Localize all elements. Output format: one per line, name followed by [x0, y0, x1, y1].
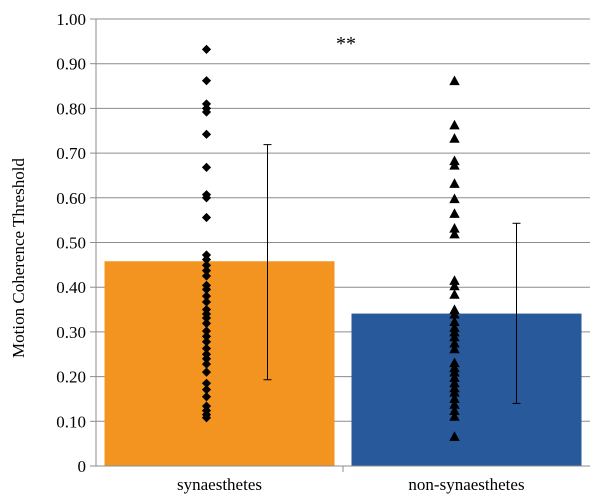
diamond-point	[201, 343, 212, 354]
diamond-point	[201, 297, 212, 307]
diamond-point	[201, 266, 212, 276]
axes	[90, 18, 590, 472]
triangle-point	[449, 387, 460, 397]
triangle-point	[449, 316, 460, 327]
triangle-point	[449, 399, 460, 409]
y-tick-label: 0.40	[56, 278, 86, 297]
diamond-point	[201, 359, 212, 369]
x-category-label: non-synaesthetes	[408, 475, 524, 494]
bar-synaesthetes	[104, 261, 335, 466]
y-tick-label: 0	[78, 457, 87, 476]
triangle-point	[449, 178, 460, 188]
triangle-point	[449, 343, 460, 354]
x-category-label: synaesthetes	[177, 475, 262, 494]
triangle-point	[449, 393, 460, 403]
triangle-point	[449, 119, 460, 130]
triangle-point	[449, 280, 460, 291]
triangle-point	[449, 228, 460, 239]
triangle-point	[449, 411, 460, 421]
y-axis-title: Motion Coherence Threshold	[9, 158, 28, 358]
diamond-point	[201, 413, 212, 423]
triangle-point	[449, 222, 460, 233]
error-bars	[263, 144, 521, 404]
diamond-point	[201, 318, 212, 329]
bar-non-synaesthetes	[351, 313, 582, 466]
diamond-point	[201, 384, 212, 395]
diamond-point	[201, 129, 212, 139]
y-tick-label: 0.10	[56, 412, 86, 431]
diamond-point	[201, 326, 212, 336]
triangle-point	[449, 372, 460, 382]
diamond-point	[201, 212, 212, 223]
y-tick-label: 0.30	[56, 323, 86, 342]
triangle-point	[449, 308, 460, 319]
triangle-point	[449, 133, 460, 143]
triangle-point	[449, 193, 460, 204]
diamond-point	[201, 44, 212, 54]
y-tick-label: 0.70	[56, 144, 86, 163]
triangle-point	[449, 337, 460, 348]
triangle-point	[449, 331, 460, 342]
triangle-point	[449, 326, 460, 337]
triangle-point	[449, 357, 460, 368]
diamond-point	[201, 378, 212, 388]
diamond-point	[201, 367, 212, 377]
diamond-point	[201, 193, 212, 203]
y-tick-label: 1.00	[56, 10, 86, 29]
diamond-point	[201, 284, 212, 295]
y-tick-label: 0.90	[56, 55, 86, 74]
y-tick-label: 0.80	[56, 99, 86, 118]
significance-annotation: **	[336, 33, 356, 55]
diamond-point	[201, 271, 212, 281]
diamond-point	[201, 313, 212, 323]
triangle-point	[449, 366, 460, 377]
diamond-point	[201, 254, 212, 265]
triangle-point	[449, 377, 460, 388]
tick-labels: 0 0.10 0.20 0.30 0.40 0.50 0.60 0.70 0.80 0.90 1.0…	[56, 10, 524, 494]
bars	[104, 261, 582, 466]
triangle-point	[449, 405, 460, 415]
diamond-point	[201, 331, 212, 341]
y-tick-label: 0.60	[56, 189, 86, 208]
y-tick-label: 0.20	[56, 368, 86, 387]
diamond-point	[201, 162, 212, 173]
diamond-point	[201, 76, 212, 86]
diamond-point	[201, 354, 212, 364]
triangle-point	[449, 289, 460, 299]
triangle-point	[449, 275, 460, 285]
diamond-point	[201, 291, 212, 301]
data-points	[201, 44, 460, 441]
triangle-point	[449, 208, 460, 218]
diamond-point	[201, 260, 212, 270]
y-tick-label: 0.50	[56, 234, 86, 253]
triangle-point	[449, 159, 460, 170]
triangle-point	[449, 431, 460, 441]
diamond-point	[201, 392, 212, 402]
diamond-point	[201, 107, 212, 117]
triangle-point	[449, 75, 460, 86]
diamond-point	[201, 337, 212, 347]
